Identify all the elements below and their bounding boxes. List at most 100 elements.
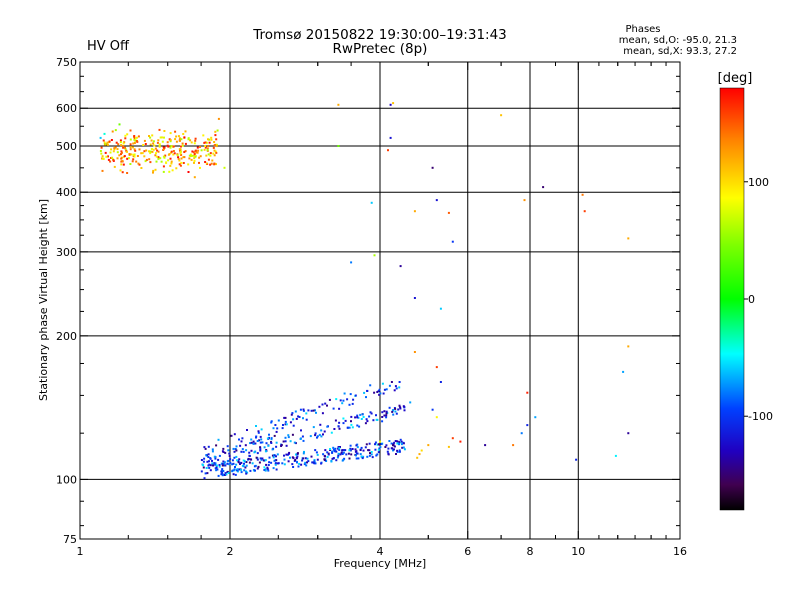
- data-point: [320, 461, 323, 464]
- data-point: [118, 154, 121, 157]
- data-point: [234, 466, 236, 468]
- data-point: [413, 297, 416, 299]
- data-point: [284, 440, 287, 443]
- data-point: [212, 152, 215, 155]
- data-point: [392, 102, 395, 105]
- data-point: [116, 151, 119, 154]
- data-point: [291, 433, 294, 436]
- data-point: [254, 464, 257, 467]
- data-point: [388, 440, 391, 442]
- data-point: [215, 145, 218, 148]
- data-point: [222, 470, 225, 472]
- data-point: [122, 163, 125, 166]
- data-point: [336, 456, 339, 459]
- data-point: [394, 407, 397, 410]
- data-point: [314, 432, 317, 435]
- data-point: [338, 407, 341, 410]
- data-point: [180, 145, 182, 148]
- data-point: [332, 446, 335, 449]
- data-point: [207, 145, 210, 147]
- data-point: [361, 457, 364, 460]
- data-point: [398, 386, 401, 389]
- data-point: [166, 141, 169, 144]
- data-point: [235, 463, 238, 466]
- data-point: [148, 135, 150, 137]
- data-point: [301, 435, 304, 438]
- data-point: [227, 472, 230, 474]
- colorbar: [719, 87, 745, 511]
- data-point: [204, 161, 207, 163]
- data-point: [402, 405, 405, 408]
- data-point: [178, 139, 181, 142]
- data-point: [459, 440, 462, 443]
- data-point: [354, 416, 357, 419]
- data-point: [264, 469, 267, 472]
- data-point: [156, 149, 159, 152]
- data-point: [133, 135, 136, 137]
- data-point: [158, 145, 161, 148]
- data-point: [383, 410, 386, 413]
- plot-grid: [80, 62, 680, 539]
- data-point: [164, 154, 167, 157]
- data-point: [275, 459, 278, 462]
- data-point: [214, 134, 217, 137]
- data-point: [337, 145, 340, 147]
- data-point: [129, 143, 132, 146]
- data-point: [270, 438, 273, 441]
- data-point: [356, 416, 359, 419]
- data-point: [242, 465, 245, 468]
- data-point: [365, 418, 368, 421]
- x-tick-label: 8: [527, 545, 534, 558]
- data-point: [287, 452, 290, 455]
- data-point: [183, 136, 186, 139]
- data-point: [351, 402, 354, 405]
- data-point: [169, 132, 172, 135]
- data-point: [310, 455, 313, 458]
- data-point: [301, 459, 304, 462]
- data-point: [259, 449, 262, 452]
- data-point: [247, 457, 250, 460]
- data-point: [224, 474, 227, 476]
- data-point: [210, 136, 213, 139]
- data-point: [123, 155, 126, 158]
- data-point: [198, 161, 200, 164]
- data-point: [330, 431, 333, 434]
- data-point: [305, 412, 308, 415]
- data-point: [217, 474, 220, 477]
- data-point: [102, 157, 105, 160]
- data-point: [583, 210, 586, 213]
- data-point: [178, 163, 181, 166]
- data-point: [145, 158, 148, 161]
- data-point: [259, 435, 262, 438]
- data-point: [331, 457, 334, 460]
- data-point: [227, 449, 230, 452]
- data-point: [218, 464, 221, 466]
- data-point: [295, 456, 298, 459]
- data-point: [351, 426, 354, 429]
- data-point: [236, 470, 239, 473]
- data-point: [313, 459, 316, 462]
- data-point: [183, 156, 186, 159]
- data-point: [239, 463, 241, 465]
- data-point: [439, 381, 442, 383]
- data-point: [167, 159, 170, 162]
- data-point: [396, 449, 399, 452]
- data-point: [157, 139, 160, 142]
- data-point: [534, 416, 537, 419]
- data-point: [435, 199, 438, 202]
- y-tick-label: 400: [56, 186, 77, 199]
- data-point: [132, 142, 135, 145]
- data-point: [367, 449, 370, 452]
- data-point: [208, 138, 211, 141]
- data-point: [332, 407, 335, 410]
- data-point: [204, 146, 207, 149]
- data-point: [102, 139, 105, 142]
- data-point: [182, 133, 185, 135]
- data-point: [122, 142, 125, 145]
- data-point: [212, 464, 215, 467]
- data-point: [350, 415, 353, 418]
- data-point: [203, 446, 206, 449]
- data-point: [119, 169, 122, 172]
- data-point: [101, 157, 104, 160]
